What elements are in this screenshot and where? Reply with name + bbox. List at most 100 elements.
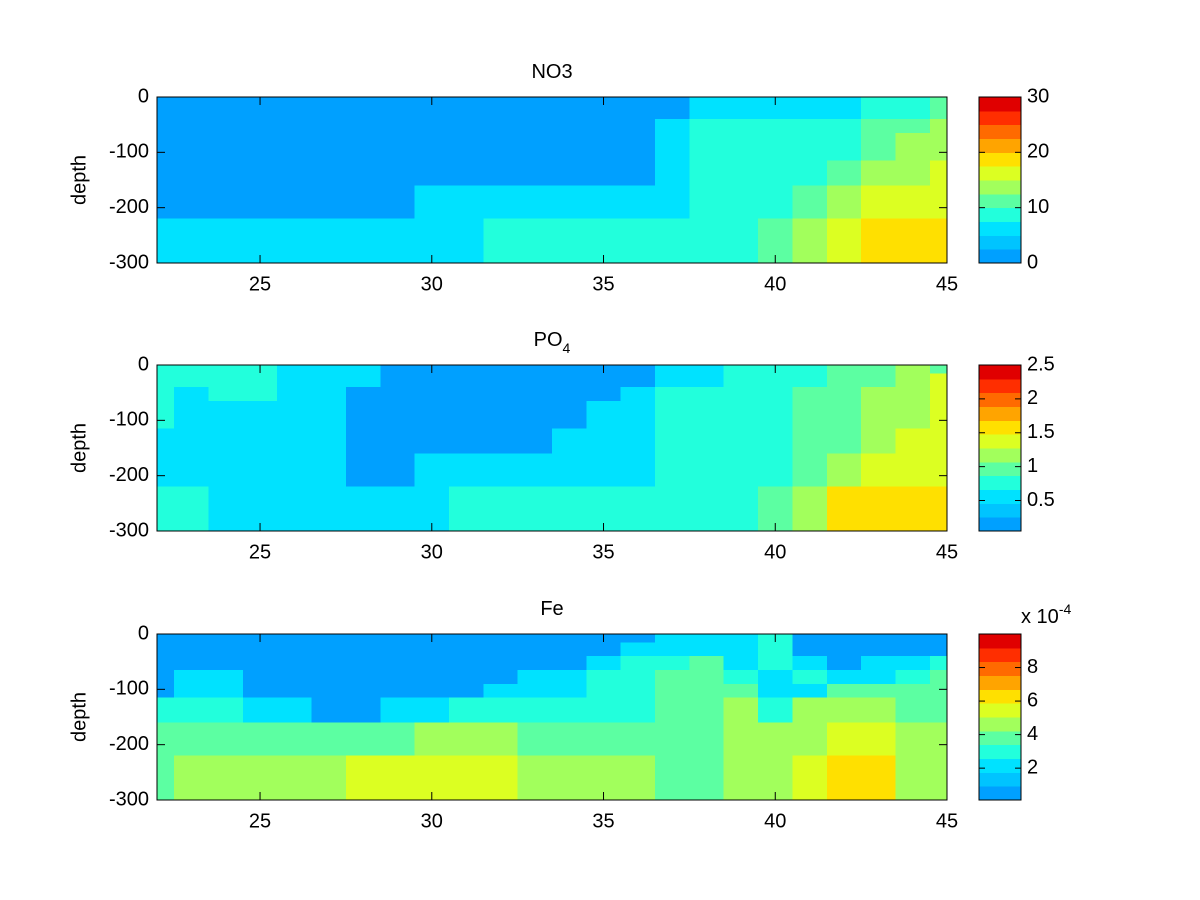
cell bbox=[895, 669, 931, 685]
cell bbox=[380, 132, 416, 148]
cell bbox=[380, 146, 416, 162]
cell bbox=[483, 249, 519, 264]
cell bbox=[792, 185, 828, 220]
cell bbox=[517, 185, 553, 220]
cell bbox=[483, 146, 519, 162]
cell bbox=[448, 105, 484, 120]
cell bbox=[792, 146, 828, 162]
cell bbox=[929, 683, 948, 699]
cell bbox=[414, 387, 450, 402]
cell bbox=[414, 642, 450, 657]
cell bbox=[655, 486, 690, 518]
title-text: PO bbox=[534, 329, 563, 351]
cell bbox=[826, 414, 862, 430]
cell bbox=[483, 373, 519, 388]
cell bbox=[483, 365, 519, 374]
cell bbox=[723, 387, 759, 402]
cell bbox=[311, 400, 347, 416]
colorbar-band bbox=[979, 166, 1021, 181]
cell bbox=[552, 669, 587, 685]
cell bbox=[620, 697, 656, 724]
cell bbox=[277, 669, 313, 685]
cell bbox=[586, 105, 622, 120]
cell bbox=[895, 132, 931, 148]
cell bbox=[758, 414, 793, 430]
cell bbox=[311, 486, 347, 518]
colorbar-band bbox=[979, 475, 1021, 490]
cell bbox=[895, 365, 931, 374]
cell bbox=[723, 146, 759, 162]
cell bbox=[345, 669, 381, 685]
cell bbox=[689, 146, 725, 162]
cell bbox=[157, 387, 175, 402]
cell bbox=[552, 387, 587, 402]
cell bbox=[758, 400, 793, 416]
colorbar-tick-label: 1.5 bbox=[1027, 421, 1055, 443]
cell bbox=[586, 722, 622, 757]
cell bbox=[380, 105, 416, 120]
cell bbox=[826, 185, 862, 220]
cell bbox=[929, 656, 948, 671]
title-text: Fe bbox=[540, 598, 563, 620]
cell bbox=[826, 722, 862, 757]
cell bbox=[517, 642, 553, 657]
cell bbox=[826, 755, 862, 787]
cell bbox=[620, 218, 656, 250]
cell bbox=[277, 105, 313, 120]
cell bbox=[723, 669, 759, 685]
cell bbox=[414, 185, 450, 220]
cell bbox=[723, 722, 759, 757]
cell bbox=[861, 249, 896, 264]
cell bbox=[689, 453, 725, 488]
cell bbox=[689, 373, 725, 388]
cell bbox=[517, 786, 553, 801]
cell bbox=[277, 683, 313, 699]
cell bbox=[448, 786, 484, 801]
colorbar-band bbox=[979, 235, 1021, 250]
cell bbox=[208, 414, 244, 430]
cell bbox=[792, 428, 828, 455]
cell bbox=[157, 249, 175, 264]
cell bbox=[345, 132, 381, 148]
cell bbox=[380, 786, 416, 801]
cell bbox=[277, 656, 313, 671]
cell bbox=[157, 517, 175, 532]
cell bbox=[758, 656, 793, 671]
cell bbox=[895, 414, 931, 430]
cell bbox=[311, 249, 347, 264]
cell bbox=[861, 755, 896, 787]
cell bbox=[242, 683, 278, 699]
cell bbox=[929, 119, 948, 134]
cell bbox=[242, 697, 278, 724]
cell bbox=[345, 249, 381, 264]
cell bbox=[861, 786, 896, 801]
cell bbox=[895, 722, 931, 757]
cell bbox=[380, 373, 416, 388]
cell bbox=[861, 132, 896, 148]
panel-title: Fe bbox=[540, 598, 563, 620]
colorbar-band bbox=[979, 772, 1021, 787]
cell bbox=[792, 160, 828, 187]
colorbar-band bbox=[979, 461, 1021, 477]
cell bbox=[861, 373, 896, 388]
x-tick-label: 35 bbox=[592, 541, 614, 563]
cell bbox=[277, 146, 313, 162]
cell bbox=[277, 119, 313, 134]
cell bbox=[655, 373, 690, 388]
cell bbox=[723, 365, 759, 374]
cell bbox=[552, 400, 587, 416]
cell bbox=[448, 517, 484, 532]
cell bbox=[414, 697, 450, 724]
cell bbox=[174, 146, 210, 162]
cell bbox=[174, 642, 210, 657]
cell bbox=[242, 218, 278, 250]
cell bbox=[929, 642, 948, 657]
cell bbox=[448, 656, 484, 671]
cell bbox=[157, 786, 175, 801]
cell bbox=[792, 400, 828, 416]
cell bbox=[277, 249, 313, 264]
cell bbox=[586, 400, 622, 416]
cell bbox=[448, 218, 484, 250]
cell bbox=[552, 249, 587, 264]
cell bbox=[895, 634, 931, 643]
